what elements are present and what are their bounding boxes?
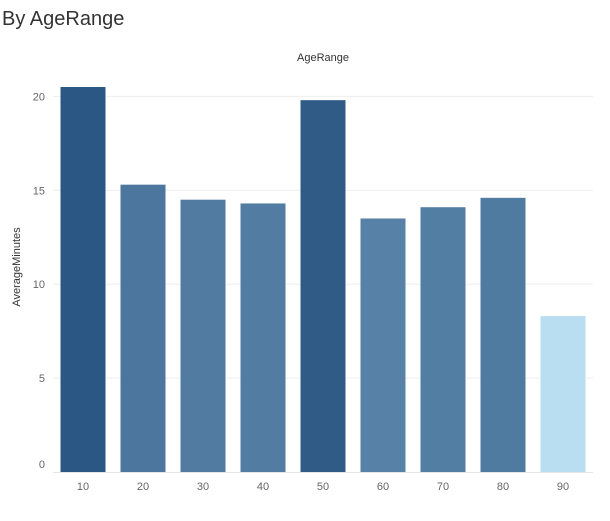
x-tick-label: 70 [437,481,449,493]
y-tick-label: 15 [33,185,45,197]
x-tick-label: 60 [377,481,389,493]
bar-80[interactable] [480,197,526,472]
x-tick-label: 30 [197,481,209,493]
bar-70[interactable] [420,207,466,472]
y-axis-ticks: 0 5 10 15 20 [33,91,45,471]
x-tick-label: 20 [137,481,149,493]
x-tick-label: 80 [497,481,509,493]
y-tick-label: 20 [33,91,45,103]
x-tick-label: 10 [77,481,89,493]
y-axis-label: AverageMinutes [11,227,23,307]
bar-30[interactable] [180,199,226,472]
y-tick-label: 5 [39,373,45,385]
x-tick-label: 50 [317,481,329,493]
page-title: By AgeRange [2,8,125,30]
bar-50[interactable] [300,100,346,473]
y-tick-label: 0 [39,459,45,471]
bar-90[interactable] [540,316,586,472]
bar-40[interactable] [240,203,286,473]
y-tick-label: 10 [33,279,45,291]
bar-60[interactable] [360,218,406,472]
bar-10[interactable] [60,87,106,473]
x-tick-label: 40 [257,481,269,493]
bar-20[interactable] [120,184,166,472]
chart-title: AgeRange [297,52,349,64]
x-tick-label: 90 [557,481,569,493]
bars [60,87,586,473]
x-axis-ticks: 10 20 30 40 50 60 70 80 90 [77,481,569,493]
